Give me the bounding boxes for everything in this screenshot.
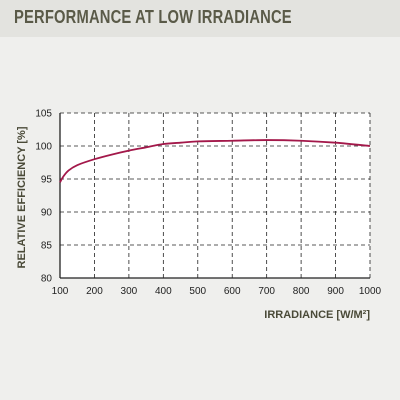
- y-tick-label: 100: [35, 142, 52, 153]
- y-tick-labels: 80 85 90 95 100 105: [35, 109, 52, 285]
- y-tick-label: 90: [41, 208, 53, 219]
- y-axis-label: RELATIVE EFFICIENCY [%]: [16, 126, 28, 268]
- axes-frame: [59, 112, 371, 279]
- x-tick-label: 1000: [359, 286, 382, 297]
- x-tick-label: 600: [224, 286, 241, 297]
- efficiency-series-line: [59, 139, 371, 183]
- y-tick-label: 80: [41, 274, 53, 285]
- y-tick-label: 105: [35, 109, 52, 120]
- x-tick-label: 200: [86, 286, 103, 297]
- plot-area: [60, 113, 370, 278]
- title-bar: PERFORMANCE AT LOW IRRADIANCE: [0, 0, 400, 37]
- x-tick-labels: 100 200 300 400 500 600 700 800 900 1000: [52, 286, 382, 297]
- x-tick-label: 500: [189, 286, 206, 297]
- y-tick-label: 95: [41, 175, 53, 186]
- x-axis-label: IRRADIANCE [W/M²]: [264, 309, 370, 321]
- y-tick-label: 85: [41, 241, 53, 252]
- x-tick-label: 700: [258, 286, 275, 297]
- gridlines: [60, 113, 370, 278]
- series-layer: [59, 139, 371, 183]
- x-tick-label: 900: [327, 286, 344, 297]
- x-tick-label: 400: [155, 286, 172, 297]
- x-tick-label: 300: [121, 286, 138, 297]
- x-tick-label: 100: [52, 286, 69, 297]
- page-title: PERFORMANCE AT LOW IRRADIANCE: [14, 7, 292, 27]
- x-tick-label: 800: [293, 286, 310, 297]
